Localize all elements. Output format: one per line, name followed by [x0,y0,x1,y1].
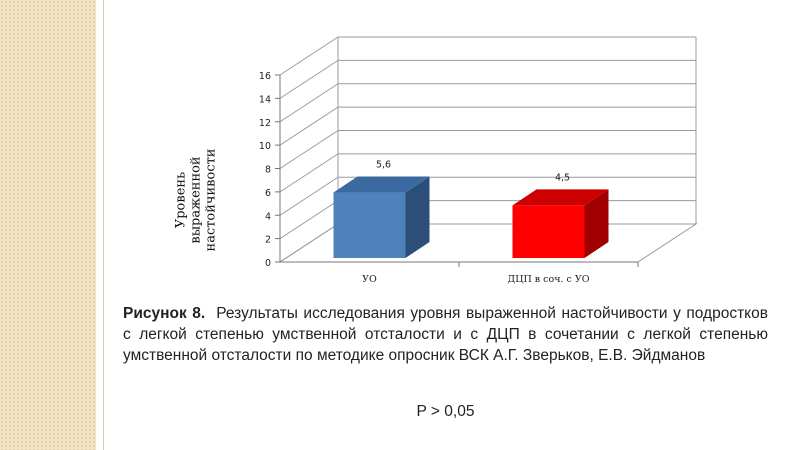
gridline-side [279,36,339,76]
decorative-divider [103,0,104,450]
data-label: 4,5 [555,172,570,183]
bar-top [333,176,430,193]
gridline-side [279,59,339,99]
y-tick-label: 8 [265,165,271,176]
y-axis-label: Уровень выраженной настойчивости [174,120,219,280]
p-value: P > 0,05 [416,403,475,420]
y-tick-label: 10 [259,141,271,152]
y-tick-label: 4 [265,211,271,222]
gridline-side [279,200,339,240]
bar-chart: 0 2 4 6 8 10 12 14 16 5,6 УО 4,5 ДЦП в соч. с УО [259,36,698,285]
gridline-side [279,223,339,263]
bar [512,205,585,258]
bar-side [584,189,609,258]
y-axis-label-line-3: настойчивости [203,148,219,252]
y-tick-label: 2 [265,235,271,246]
gridline-side [279,153,339,193]
figure-caption: Рисунок 8. Результаты исследования уровн… [123,303,768,366]
data-label: 5,6 [376,160,391,171]
bar-top [512,189,609,206]
figure-caption-label: Рисунок 8. [123,305,206,322]
y-tick-label: 0 [265,258,271,269]
y-tick-label: 6 [265,188,271,199]
gridline-side [279,176,339,216]
gridline-side [279,130,339,169]
y-tick-label: 16 [259,71,271,82]
x-tick-label: УО [362,274,377,285]
bar-side [405,176,430,258]
y-tick-label: 14 [259,94,271,105]
x-tick-label: ДЦП в соч. с УО [507,274,589,285]
y-tick-label: 12 [259,118,271,129]
gridline-side [279,106,339,146]
y-axis-label-line-1: Уровень [173,171,189,229]
bar [333,192,406,258]
y-axis-label-line-2: выраженной [188,156,204,244]
decorative-side-strip [0,0,96,450]
gridline-side [279,83,339,123]
figure-caption-text: Результаты исследования уровня выраженно… [123,305,768,364]
